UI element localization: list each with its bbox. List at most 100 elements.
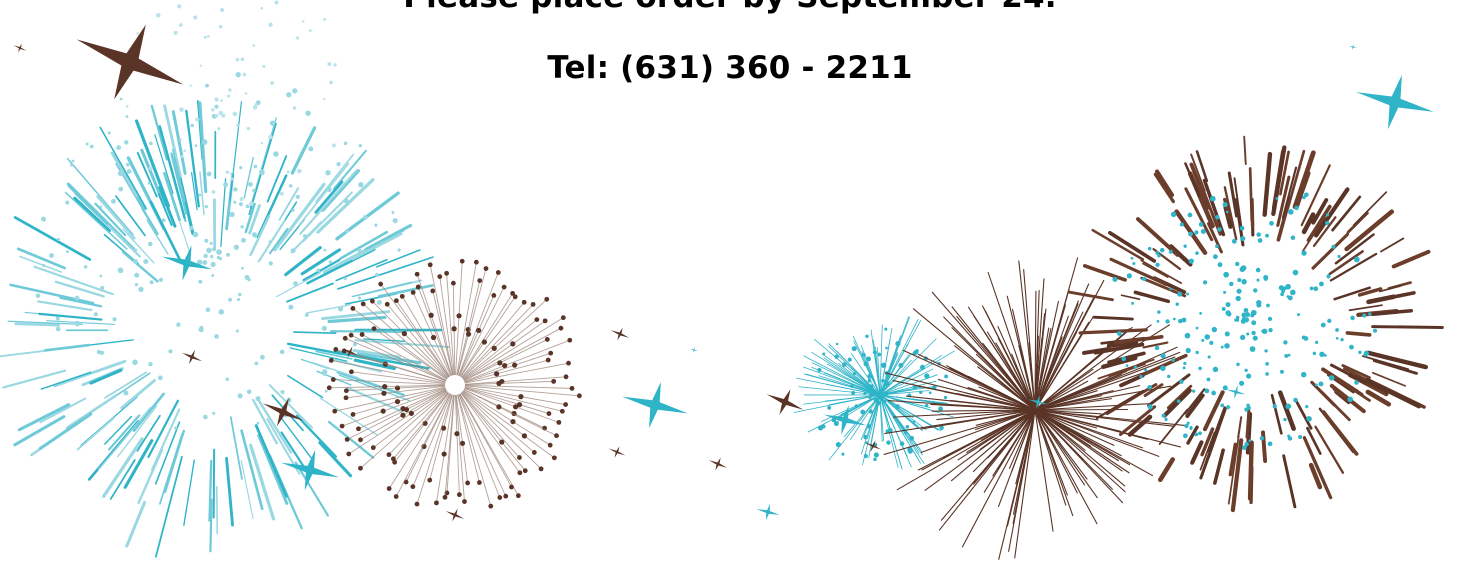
firework-dot [323, 17, 327, 21]
firework-streak [293, 331, 337, 334]
firework-dot [1222, 202, 1228, 208]
firework-dot [817, 425, 824, 431]
firework-ray [936, 409, 1036, 421]
brown-sparkle-icon [608, 446, 626, 458]
firework-streak [299, 169, 358, 235]
firework-streak [39, 397, 87, 424]
firework-dot [456, 492, 462, 498]
firework-ray [975, 353, 1036, 411]
firework-dot [854, 404, 858, 408]
firework-streak [315, 153, 355, 203]
sparkle-shape [280, 449, 340, 491]
firework-dot [476, 327, 482, 334]
firework-dot [221, 113, 226, 118]
firework-streak [1281, 166, 1298, 219]
firework-ray [461, 304, 534, 379]
firework-dot [873, 452, 879, 458]
firework-dot [1194, 230, 1199, 235]
firework-dot [1184, 424, 1189, 429]
firework-dot [1209, 195, 1216, 202]
firework-streak [108, 414, 141, 451]
firework-dot [246, 389, 252, 395]
firework-streak [316, 178, 375, 234]
firework-dot [1177, 291, 1183, 297]
firework-dot [509, 484, 514, 490]
firework-streak [1185, 393, 1205, 419]
firework-streak [1306, 426, 1322, 455]
firework-dot [1236, 288, 1242, 294]
brown-sparkle-icon [766, 389, 804, 415]
firework-dot [199, 64, 202, 67]
firework-ray [954, 345, 1036, 411]
firework-streak [1332, 387, 1351, 402]
firework-streak [1328, 250, 1364, 276]
firework-ray [429, 394, 453, 481]
firework-dot [178, 23, 183, 27]
firework-streak [154, 134, 174, 194]
firework-streak [1312, 216, 1337, 248]
firework-ray [439, 276, 455, 376]
firework-dot [1201, 338, 1205, 342]
firework-streak [352, 349, 401, 359]
firework-streak [1158, 408, 1189, 445]
firework-dot [1298, 435, 1303, 439]
firework-dot [1173, 317, 1176, 321]
firework-streak [1142, 262, 1169, 278]
firework-dot [1261, 329, 1265, 333]
firework-dot [245, 204, 250, 209]
firework-dot [1187, 212, 1193, 218]
firework-streak [1247, 440, 1254, 501]
firework-streak [215, 486, 219, 535]
firework-dot [414, 501, 420, 507]
firework-streak [1092, 315, 1134, 321]
firework-streak [1262, 151, 1273, 217]
firework-dot [454, 431, 460, 437]
firework-streak [16, 247, 66, 270]
firework-streak [1223, 186, 1238, 241]
phone-number-text: Tel: (631) 360 - 2211 [547, 50, 913, 86]
firework-ray [997, 337, 1036, 411]
firework-dot [522, 468, 528, 474]
firework-dot [1181, 317, 1187, 323]
firework-streak [1186, 425, 1199, 445]
firework-dot [919, 364, 925, 370]
firework-streak [1320, 391, 1351, 422]
firework-dot [83, 265, 88, 269]
firework-dot [382, 383, 388, 390]
firework-dot [74, 320, 81, 327]
firework-dot [304, 313, 309, 317]
firework-dot [229, 172, 233, 175]
firework-dot [212, 247, 216, 252]
firework-dot [1255, 267, 1261, 273]
firework-streak [170, 152, 188, 215]
firework-dot [55, 316, 60, 321]
firework-dot [1125, 364, 1129, 367]
firework-dot [1171, 358, 1175, 362]
firework-streak [375, 249, 421, 268]
firework-dot [512, 362, 518, 368]
firework-dot [204, 238, 209, 243]
firework-dot [323, 97, 326, 101]
firework-dot [235, 329, 239, 333]
firework-dot [362, 214, 368, 220]
firework-streak [89, 368, 123, 385]
firework-dot [89, 144, 94, 149]
firework-streak [14, 322, 61, 327]
firework-dot [414, 271, 420, 277]
firework-dot [939, 425, 944, 430]
firework-dot [898, 362, 904, 368]
firework-dot [1325, 220, 1330, 226]
firework-dot [126, 169, 132, 174]
firework-ray [879, 338, 937, 396]
firework-dot [1236, 362, 1240, 367]
firework-dot [516, 402, 523, 408]
firework-ray [992, 409, 1036, 477]
firework-dot [441, 451, 447, 457]
firework-dot [400, 412, 406, 418]
firework-dot [1256, 232, 1261, 237]
sparkle-shape [610, 327, 630, 341]
firework-streak [1371, 308, 1413, 316]
firework-dot [495, 270, 501, 275]
firework-dot [179, 107, 184, 112]
firework-streak [300, 248, 342, 276]
